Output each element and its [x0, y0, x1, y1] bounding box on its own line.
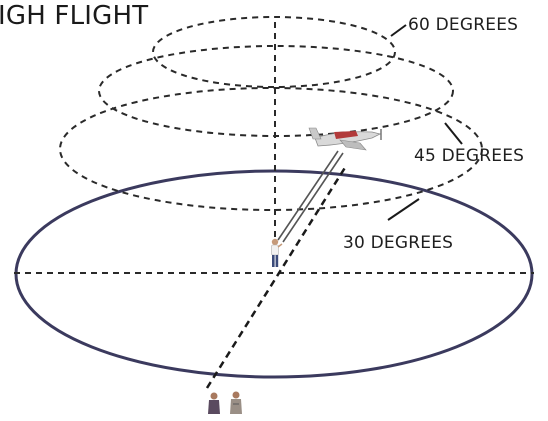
leader-45 [444, 122, 463, 145]
airplane-icon [308, 127, 382, 151]
circle-45-degrees [59, 87, 483, 211]
label-45-degrees: 45 DEGREES [414, 146, 525, 166]
leader-30 [387, 198, 420, 221]
diagram-title: IGH FLIGHT [0, 1, 149, 31]
label-30-degrees: 30 DEGREES [343, 233, 454, 253]
circle-60-degrees-top [152, 16, 396, 88]
pilot-figure [271, 238, 283, 267]
spectator-figures [208, 391, 242, 414]
label-60-degrees: 60 DEGREES [408, 15, 519, 35]
control-line-2 [282, 152, 344, 243]
leader-60 [390, 24, 407, 37]
control-line-1 [277, 150, 339, 241]
sightline-dashed [205, 165, 348, 389]
